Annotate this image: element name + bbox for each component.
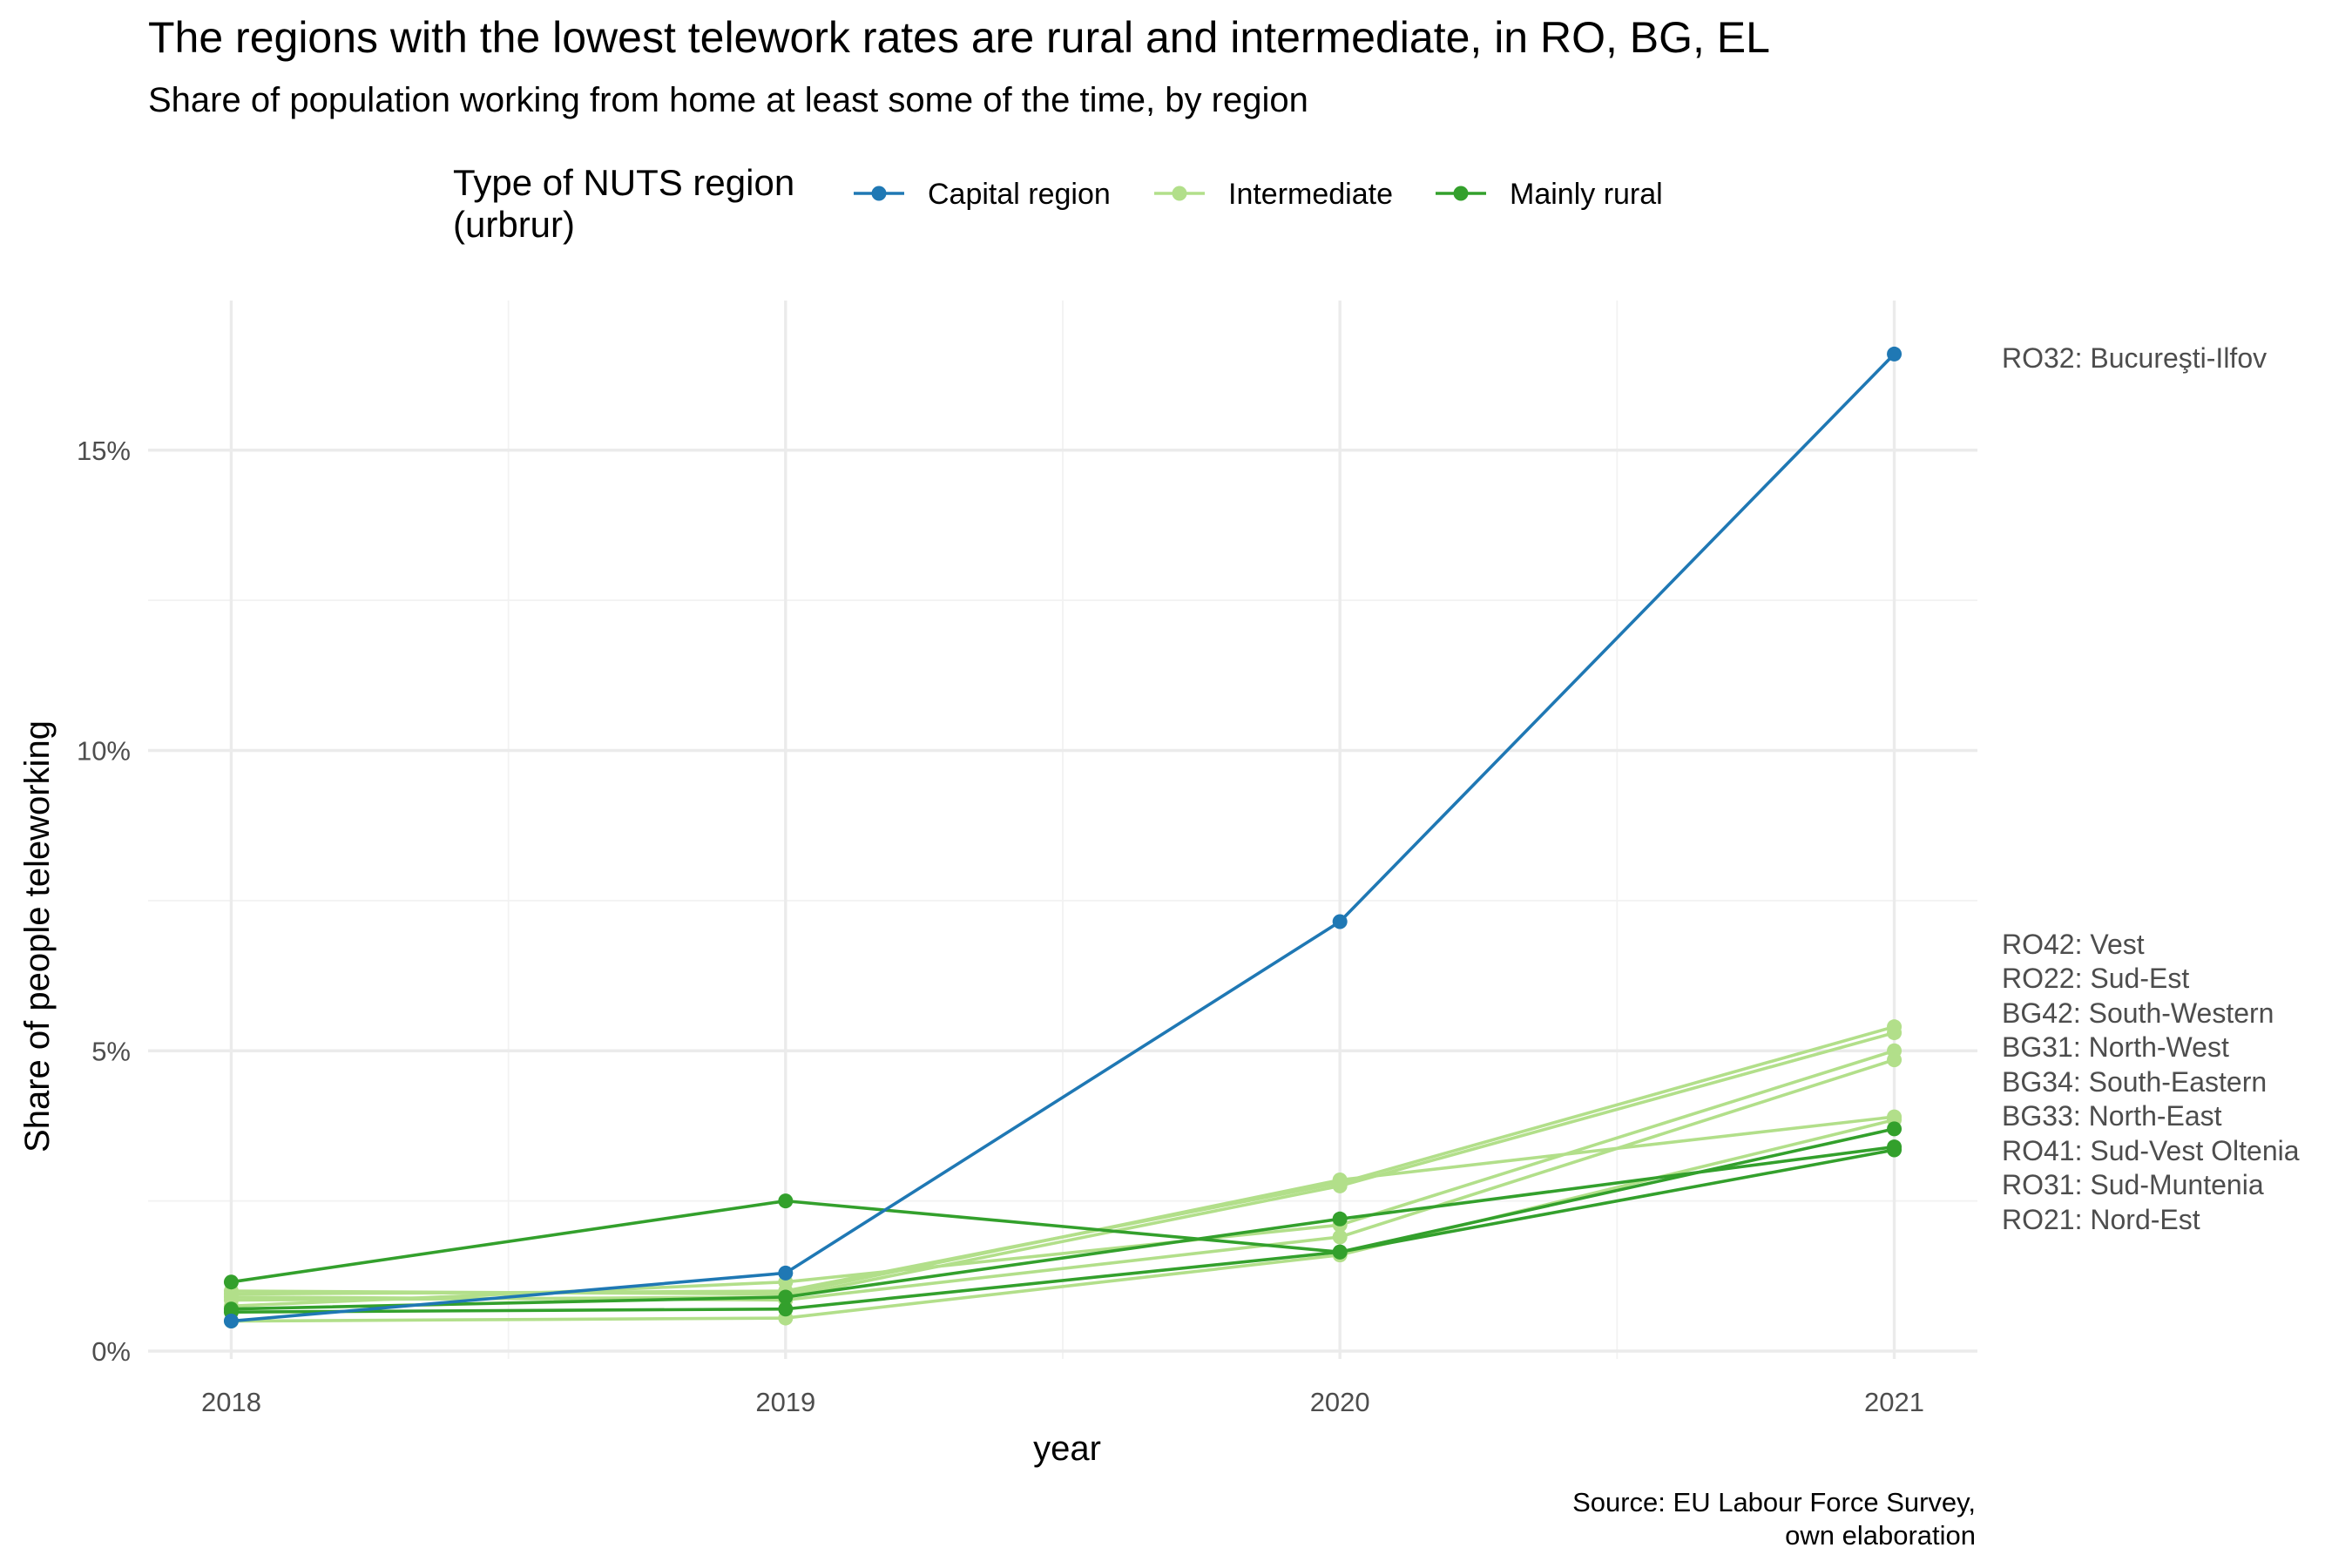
x-axis-title: year bbox=[1033, 1429, 1101, 1468]
series-line bbox=[231, 1115, 1895, 1296]
end-label: RO22: Sud-Est bbox=[2002, 963, 2189, 994]
x-tick-label: 2018 bbox=[201, 1387, 261, 1417]
x-tick-label: 2019 bbox=[755, 1387, 815, 1417]
x-axis-ticks: 2018 2019 2020 2021 bbox=[201, 1387, 1924, 1417]
data-point bbox=[1887, 1052, 1903, 1068]
legend-label: Capital region bbox=[928, 178, 1111, 211]
legend-entry: Mainly rural bbox=[1436, 178, 1663, 211]
y-axis-ticks: 0% 5% 10% 15% bbox=[77, 436, 131, 1367]
series-line bbox=[231, 1118, 1895, 1323]
data-point bbox=[1332, 1211, 1348, 1227]
caption-line-2: own elaboration bbox=[1785, 1520, 1976, 1551]
data-point bbox=[1332, 914, 1348, 929]
y-tick-label: 15% bbox=[77, 436, 131, 466]
legend-key-point bbox=[871, 186, 887, 201]
legend-key-point bbox=[1172, 186, 1187, 201]
data-point bbox=[778, 1301, 794, 1317]
data-point bbox=[778, 1265, 794, 1281]
end-label: BG33: North-East bbox=[2002, 1100, 2222, 1132]
y-tick-label: 10% bbox=[77, 736, 131, 767]
legend-label: Mainly rural bbox=[1510, 178, 1663, 211]
caption-line-1: Source: EU Labour Force Survey, bbox=[1572, 1487, 1976, 1517]
legend-entry: Capital region bbox=[854, 178, 1111, 211]
x-tick-label: 2020 bbox=[1310, 1387, 1370, 1417]
end-label: RO42: Vest bbox=[2002, 929, 2145, 960]
data-point bbox=[1332, 1172, 1348, 1187]
legend-entry: Intermediate bbox=[1154, 178, 1393, 211]
series-line bbox=[231, 1148, 1895, 1314]
data-point bbox=[223, 1274, 239, 1290]
legend-title-line-1: Type of NUTS region bbox=[453, 162, 794, 203]
chart-subtitle: Share of population working from home at… bbox=[148, 81, 1308, 119]
x-tick-label: 2021 bbox=[1864, 1387, 1924, 1417]
end-label: RO21: Nord-Est bbox=[2002, 1204, 2200, 1235]
plot-grid bbox=[148, 301, 1977, 1359]
legend-key-point bbox=[1453, 186, 1469, 201]
data-point bbox=[1887, 1121, 1903, 1137]
series-0 bbox=[223, 346, 1903, 1329]
data-point bbox=[1887, 346, 1903, 362]
end-label: BG42: South-Western bbox=[2002, 997, 2274, 1029]
data-point bbox=[223, 1314, 239, 1329]
data-point bbox=[778, 1289, 794, 1305]
series-line bbox=[231, 1145, 1895, 1311]
y-axis-title: Share of people teleworking bbox=[18, 720, 57, 1152]
legend-title-line-2: (urbrur) bbox=[453, 204, 575, 245]
data-point bbox=[1887, 1142, 1903, 1158]
data-point bbox=[1887, 1025, 1903, 1041]
series-9 bbox=[223, 1142, 1903, 1320]
end-label: BG31: North-West bbox=[2002, 1031, 2229, 1063]
series-layer bbox=[223, 346, 1903, 1329]
end-label: BG34: South-Eastern bbox=[2002, 1066, 2267, 1098]
data-point bbox=[1332, 1229, 1348, 1245]
data-point bbox=[778, 1193, 794, 1209]
end-label: RO41: Sud-Vest Oltenia bbox=[2002, 1135, 2300, 1166]
series-line bbox=[231, 1127, 1895, 1284]
legend-label: Intermediate bbox=[1228, 178, 1393, 211]
chart-title: The regions with the lowest telework rat… bbox=[148, 13, 1770, 62]
legend: Type of NUTS region (urbrur) Capital reg… bbox=[453, 162, 1663, 245]
y-tick-label: 0% bbox=[91, 1336, 131, 1367]
end-label: RO31: Sud-Muntenia bbox=[2002, 1169, 2264, 1200]
y-tick-label: 5% bbox=[91, 1036, 131, 1066]
end-label: RO32: Bucureşti-Ilfov bbox=[2002, 342, 2267, 374]
series-line bbox=[231, 353, 1896, 1323]
data-point bbox=[1332, 1244, 1348, 1260]
